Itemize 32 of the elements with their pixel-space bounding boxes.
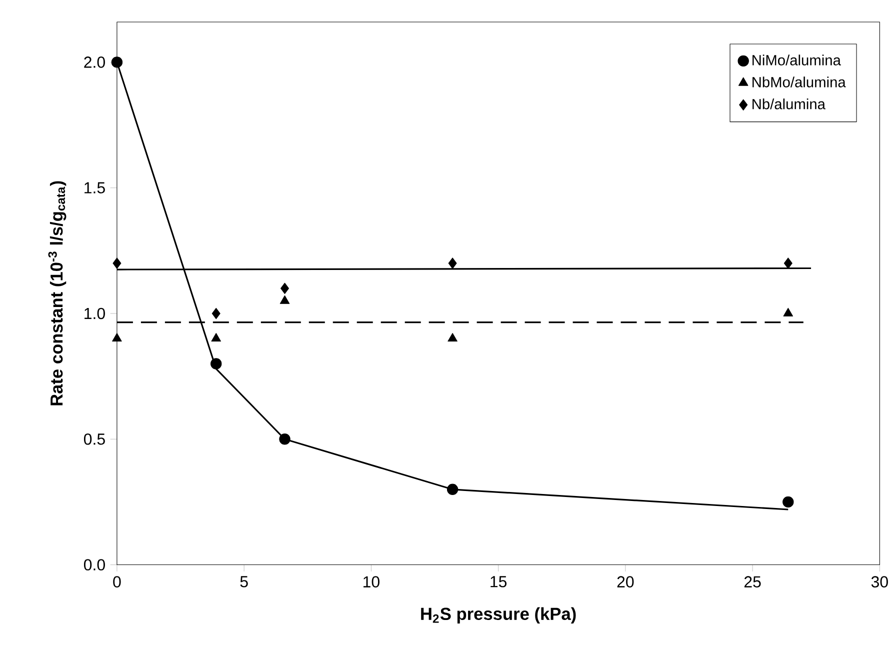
y-tick-label: 0.0 (84, 559, 105, 571)
x-tick-label: 20 (617, 576, 634, 588)
x-tick-label: 0 (113, 576, 121, 588)
x-tick-label: 30 (871, 576, 888, 588)
y-tick-label: 1.5 (84, 182, 105, 194)
legend-label: Nb/alumina (752, 98, 826, 110)
point (112, 333, 122, 342)
point (280, 295, 290, 304)
y-tick-label: 1.0 (84, 308, 105, 320)
point (211, 333, 221, 342)
point (212, 308, 220, 320)
point (446, 484, 458, 496)
y-tick-label: 0.5 (84, 434, 105, 445)
x-axis-title: H$_{2}$S pressure (kPa) (421, 607, 576, 624)
point (210, 358, 222, 370)
point (448, 333, 458, 342)
x-tick-label: 25 (744, 576, 761, 588)
x-tick-label: 15 (490, 576, 507, 588)
point (279, 434, 290, 445)
x-tick-label: 5 (240, 576, 248, 588)
point (783, 308, 794, 317)
point (448, 258, 457, 269)
y-tick-label: 2.0 (84, 56, 105, 68)
point (280, 282, 290, 294)
x-tick-label: 10 (364, 576, 380, 588)
point (782, 496, 794, 508)
legend-label: NiMo/alumina (752, 54, 841, 66)
y-axis-title: Rate constant (10$^{-3}$ l/s/g$_{cata}$) (48, 181, 66, 406)
point (111, 56, 123, 68)
point (112, 258, 122, 269)
legend-label: NbMo/alumina (752, 76, 846, 88)
point (784, 258, 792, 269)
